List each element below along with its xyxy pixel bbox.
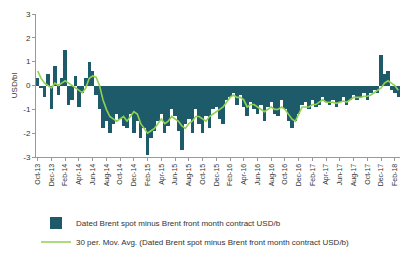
svg-text:Aug-14: Aug-14	[103, 164, 111, 187]
svg-text:USD/bl: USD/bl	[10, 73, 19, 99]
svg-text:Dated Brent spot minus Brent f: Dated Brent spot minus Brent front month…	[76, 219, 281, 228]
svg-text:Apr-14: Apr-14	[75, 164, 83, 185]
svg-text:Oct-17: Oct-17	[364, 164, 371, 185]
svg-text:Oct-15: Oct-15	[199, 164, 206, 185]
svg-text:1: 1	[26, 57, 31, 66]
svg-text:Jun-15: Jun-15	[171, 164, 178, 186]
svg-text:Aug-17: Aug-17	[350, 164, 358, 187]
svg-text:Aug-16: Aug-16	[268, 164, 276, 187]
svg-text:30 per. Mov. Avg. (Dated Brent: 30 per. Mov. Avg. (Dated Brent spot minu…	[76, 238, 349, 247]
svg-text:Apr-15: Apr-15	[158, 164, 166, 185]
svg-text:0: 0	[26, 81, 31, 90]
svg-text:3: 3	[26, 10, 31, 19]
svg-text:-2: -2	[23, 129, 31, 138]
svg-text:Feb-16: Feb-16	[226, 164, 233, 186]
svg-text:Apr-16: Apr-16	[240, 164, 248, 185]
svg-text:-1: -1	[23, 105, 31, 114]
svg-text:Jun-16: Jun-16	[254, 164, 261, 186]
svg-text:Oct-13: Oct-13	[34, 164, 41, 185]
svg-text:Dec-14: Dec-14	[130, 164, 137, 187]
svg-text:2: 2	[26, 34, 31, 43]
svg-text:Feb-15: Feb-15	[144, 164, 151, 186]
svg-text:Jun-14: Jun-14	[89, 164, 96, 186]
svg-text:Aug-15: Aug-15	[185, 164, 193, 187]
svg-text:Feb-17: Feb-17	[309, 164, 316, 186]
svg-text:Dec-16: Dec-16	[295, 164, 302, 187]
svg-text:Dec-13: Dec-13	[48, 164, 55, 187]
svg-text:Dec-17: Dec-17	[377, 164, 384, 187]
svg-text:Apr-17: Apr-17	[322, 164, 330, 185]
svg-text:-3: -3	[23, 153, 31, 162]
svg-text:Oct-16: Oct-16	[281, 164, 288, 185]
svg-text:Feb-18: Feb-18	[391, 164, 398, 186]
svg-text:Dec-15: Dec-15	[213, 164, 220, 187]
svg-text:Feb-14: Feb-14	[61, 164, 68, 186]
svg-text:Jun-17: Jun-17	[336, 164, 343, 186]
svg-text:Oct-14: Oct-14	[116, 164, 123, 185]
